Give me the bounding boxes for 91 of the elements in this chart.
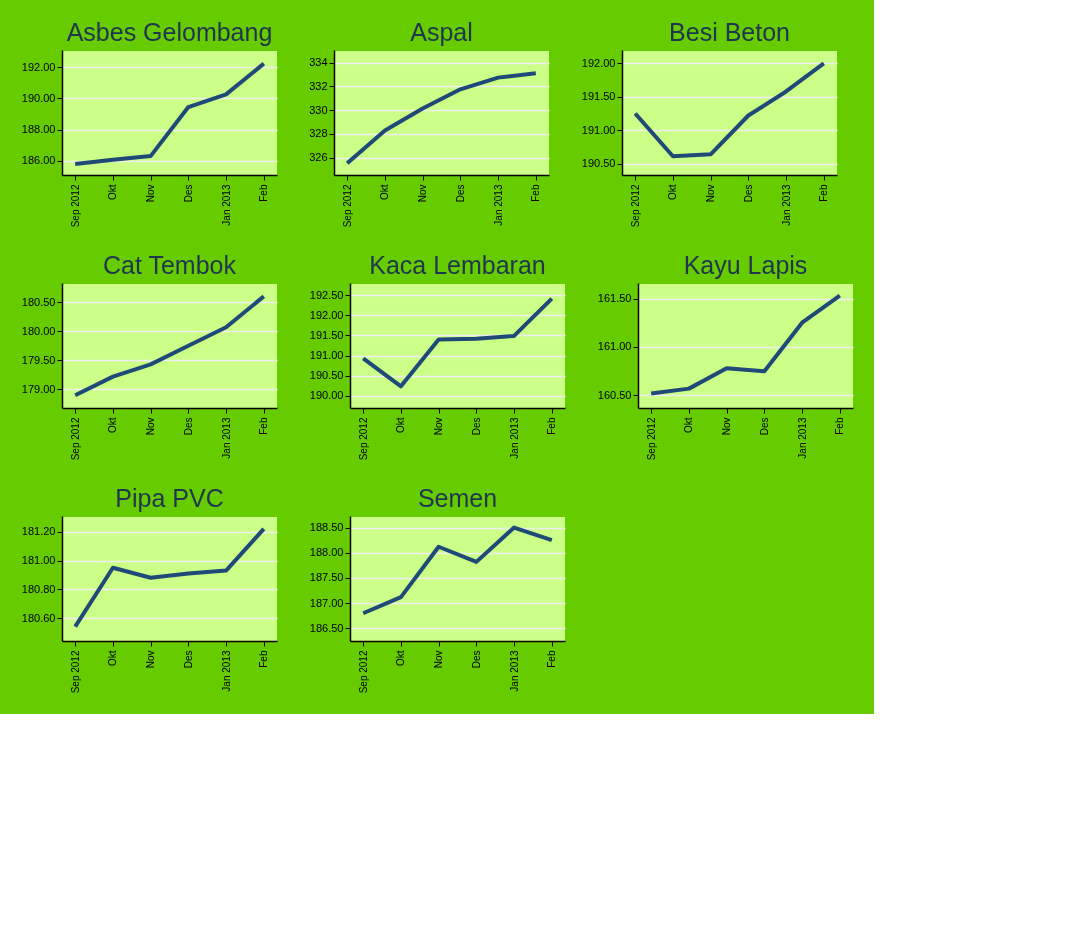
x-tick-label: Des [182,417,194,436]
y-tick-label: 191.00 [309,349,344,362]
x-tick-label: Jan 2013 [796,417,808,459]
y-tick-label: 179.50 [21,353,56,366]
x-tick-label: Des [742,184,754,203]
chart-title: Kayu Lapis [683,251,808,279]
x-tick-label: Des [470,417,482,436]
x-tick-label: Jan 2013 [220,184,232,226]
x-tick-label: Nov [145,184,157,203]
x-tick-label: Okt [107,417,119,434]
x-tick-label: Sep 2012 [629,184,641,228]
x-tick-label: Des [182,184,194,203]
x-tick-label: Okt [395,417,407,434]
x-tick-label: Feb [818,184,830,202]
x-tick-label: Jan 2013 [780,184,792,226]
x-tick-label: Okt [107,184,119,201]
x-tick-label: Okt [107,650,119,667]
x-tick-label: Nov [705,184,717,203]
x-tick-label: Jan 2013 [508,650,520,692]
y-tick-label: 192.00 [581,56,616,69]
chart-title: Aspal [410,18,473,46]
y-tick-label: 192.00 [309,308,344,321]
y-tick-label: 192.00 [21,60,56,73]
x-tick-label: Feb [546,650,558,668]
x-tick-label: Jan 2013 [220,650,232,692]
y-tick-label: 187.00 [309,596,344,609]
x-tick-label: Okt [379,184,391,201]
x-tick-label: Sep 2012 [69,650,81,694]
y-tick-label: 332 [309,79,328,92]
y-tick-label: 187.50 [309,571,344,584]
y-tick-label: 181.20 [21,525,56,538]
y-tick-label: 161.00 [597,340,632,353]
x-tick-label: Nov [145,650,157,669]
y-tick-label: 328 [309,127,328,140]
x-tick-label: Sep 2012 [357,650,369,694]
x-tick-label: Des [758,417,770,436]
x-tick-label: Feb [546,417,558,435]
x-tick-label: Feb [834,417,846,435]
chart-title: Pipa PVC [115,484,224,512]
y-tick-label: 188.00 [21,123,56,136]
x-tick-label: Des [470,650,482,669]
x-tick-label: Sep 2012 [645,417,657,461]
y-tick-label: 180.00 [21,324,56,337]
x-tick-label: Jan 2013 [220,417,232,459]
y-tick-label: 161.50 [597,292,632,304]
y-tick-label: 160.50 [597,388,632,401]
y-tick-label: 180.80 [21,582,56,595]
y-tick-label: 180.50 [21,295,56,308]
x-tick-label: Okt [395,650,407,667]
x-tick-label: Feb [258,417,270,435]
x-tick-label: Feb [530,184,542,202]
x-tick-label: Sep 2012 [341,184,353,228]
x-tick-label: Sep 2012 [69,417,81,461]
x-tick-label: Jan 2013 [492,184,504,226]
y-tick-label: 334 [309,56,328,68]
y-tick-label: 191.00 [581,123,616,136]
y-tick-label: 191.50 [309,328,344,341]
y-tick-label: 190.50 [309,369,344,382]
x-tick-label: Feb [258,184,270,202]
y-tick-label: 181.00 [21,554,56,567]
y-tick-label: 330 [309,103,328,116]
y-tick-label: 179.00 [21,382,56,395]
y-tick-label: 190.50 [581,157,616,170]
x-tick-label: Nov [433,417,445,436]
x-tick-label: Okt [683,417,695,434]
x-tick-label: Des [182,650,194,669]
y-tick-label: 186.00 [21,154,56,167]
chart-title: Semen [417,484,498,512]
x-tick-label: Feb [258,650,270,668]
chart-title: Besi Beton [669,18,790,46]
y-tick-label: 188.00 [309,546,344,559]
x-tick-label: Jan 2013 [508,417,520,459]
chart-title: Kaca Lembaran [369,251,546,279]
x-tick-label: Nov [417,184,429,203]
chart-title: Cat Tembok [103,251,237,279]
x-tick-label: Sep 2012 [357,417,369,461]
y-tick-label: 180.60 [21,611,56,624]
y-tick-label: 191.50 [581,90,616,103]
y-tick-label: 326 [309,151,328,164]
y-tick-label: 186.50 [309,621,344,634]
x-tick-label: Sep 2012 [69,184,81,228]
x-tick-label: Nov [721,417,733,436]
y-tick-label: 188.50 [309,521,344,534]
x-tick-label: Nov [145,417,157,436]
x-tick-label: Nov [433,650,445,669]
y-tick-label: 190.00 [309,389,344,402]
x-tick-label: Des [454,184,466,203]
y-tick-label: 192.50 [309,288,344,301]
x-tick-label: Okt [667,184,679,201]
chart-title: Asbes Gelombang [66,18,273,46]
y-tick-label: 190.00 [21,91,56,104]
